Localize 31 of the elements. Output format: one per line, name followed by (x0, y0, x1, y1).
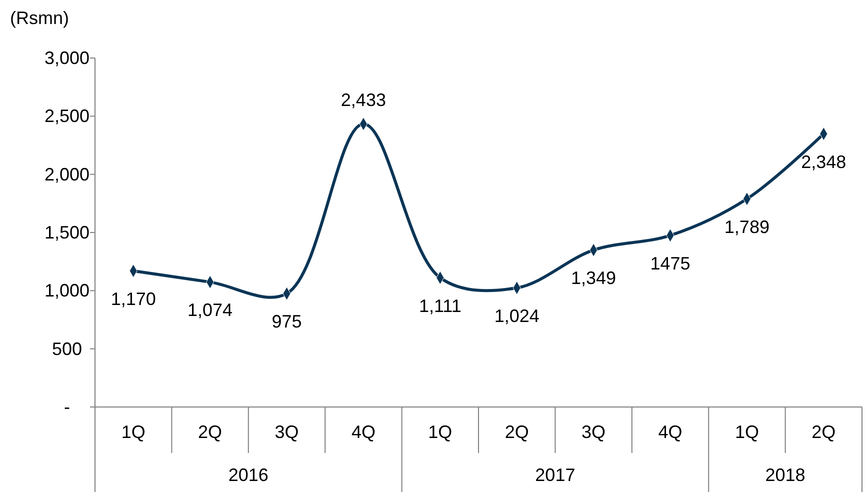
y-tick-label: - (64, 397, 70, 417)
x-tick-label: 3Q (582, 422, 606, 442)
text: 2016 (228, 465, 268, 485)
y-tick-label: 2,000 (44, 164, 90, 184)
x-tick-label: 4Q (658, 422, 682, 442)
text: 2017 (535, 465, 576, 485)
text: 2,348 (801, 152, 846, 172)
text: 975 (272, 312, 302, 332)
text: 1,789 (724, 216, 770, 237)
text: 1,074 (188, 300, 233, 320)
text: 1475 (650, 253, 690, 274)
x-tick-label: 4Q (351, 422, 376, 442)
y-tick-label: 1,000 (44, 280, 90, 301)
text: 1,349 (571, 268, 616, 288)
x-tick-label: 3Q (274, 422, 299, 442)
y-tick-label: 3,000 (44, 48, 90, 68)
text: 1,024 (494, 306, 540, 326)
x-tick-label: 2Q (504, 422, 529, 442)
x-tick-label: 2Q (812, 422, 836, 442)
y-tick-label: 2,500 (44, 106, 90, 126)
x-tick-label: 1Q (734, 422, 759, 442)
x-tick-label: 2Q (198, 422, 222, 442)
text: 1,170 (110, 288, 156, 309)
x-tick-label: 1Q (428, 422, 452, 442)
y-tick-label: 500 (52, 338, 82, 359)
x-tick-label: 1Q (121, 422, 146, 442)
y-axis-title: (Rsmn) (10, 8, 69, 28)
y-tick-label: 1,500 (44, 222, 90, 242)
text: 1,111 (418, 296, 462, 316)
text: 2018 (765, 465, 806, 485)
text: 2,433 (340, 90, 386, 110)
